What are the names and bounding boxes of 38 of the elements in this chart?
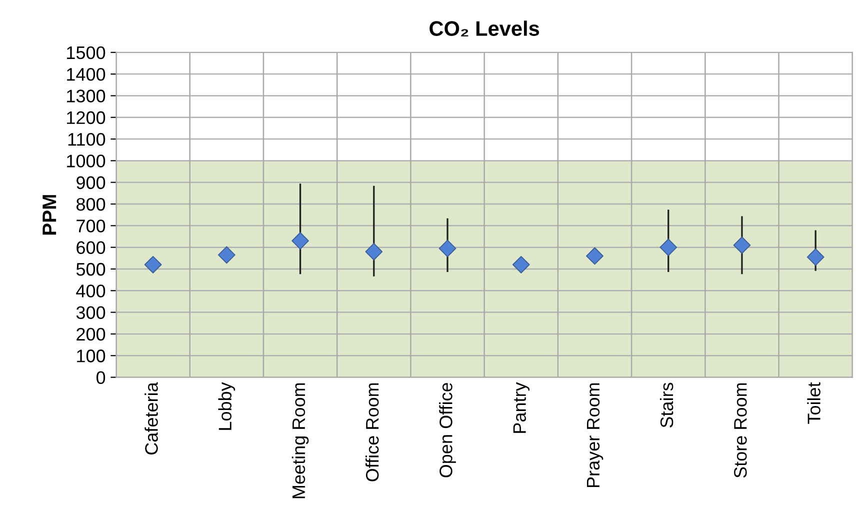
y-tick-label: 1100 bbox=[68, 132, 106, 146]
y-tick-label: 800 bbox=[76, 198, 106, 211]
point bbox=[806, 248, 824, 266]
point bbox=[733, 236, 751, 254]
x-tick-label: Office Room bbox=[365, 383, 379, 482]
point bbox=[144, 256, 162, 274]
y-tick-label: 500 bbox=[76, 262, 106, 276]
y-tick-label: 200 bbox=[76, 328, 106, 341]
point bbox=[512, 256, 530, 274]
point bbox=[586, 247, 604, 265]
y-axis-title: PPM bbox=[42, 195, 56, 235]
x-tick-label: Meeting Room bbox=[292, 383, 309, 498]
x-tick-label: Store Room bbox=[734, 383, 747, 478]
x-tick-label: Prayer Room bbox=[586, 383, 604, 488]
y-tick-label: 1400 bbox=[67, 68, 106, 81]
point bbox=[365, 242, 383, 260]
y-tick-label: 1500 bbox=[67, 46, 106, 60]
point bbox=[218, 246, 236, 264]
x-tick-label: Cafeteria bbox=[144, 382, 158, 454]
y-tick-label: 300 bbox=[76, 306, 106, 320]
x-tick-label: Stairs bbox=[660, 382, 674, 428]
y-tick-label: 900 bbox=[76, 176, 106, 190]
y-tick-label: 1200 bbox=[67, 111, 106, 124]
y-tick-label: 1000 bbox=[67, 154, 106, 168]
point bbox=[660, 238, 678, 256]
x-tick-label: Pantry bbox=[513, 382, 530, 433]
point bbox=[438, 240, 456, 258]
point bbox=[292, 232, 309, 250]
chart-title: CO₂ Levels bbox=[430, 20, 540, 36]
x-tick-label: Toilet bbox=[807, 382, 820, 424]
y-tick-label: 0 bbox=[96, 371, 106, 384]
x-tick-label: Open Office bbox=[439, 382, 456, 478]
y-tick-label: 400 bbox=[76, 284, 106, 298]
x-tick-label: Lobby bbox=[218, 382, 236, 430]
y-tick-label: 100 bbox=[77, 350, 106, 362]
y-tick-label: 600 bbox=[76, 241, 106, 254]
y-tick-label: 700 bbox=[76, 220, 106, 232]
y-tick-label: 1300 bbox=[67, 90, 106, 102]
